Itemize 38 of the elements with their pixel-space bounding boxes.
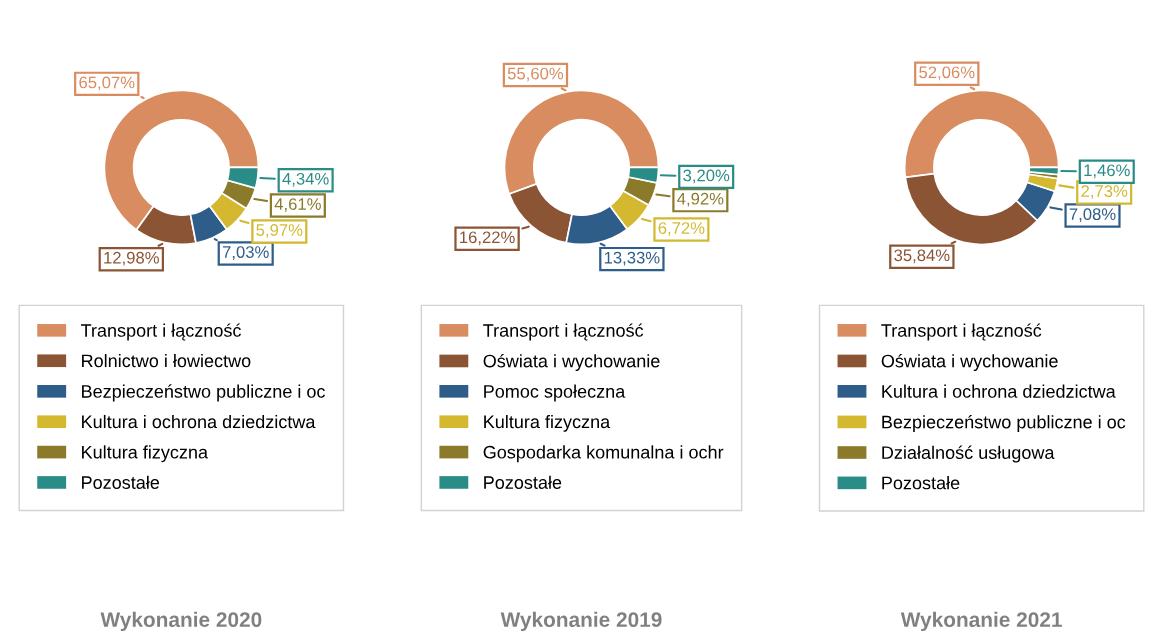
legend-label: Bezpieczeństwo publiczne i oc <box>82 384 325 402</box>
data-label: 3,20% <box>683 169 730 184</box>
data-label: 52,06% <box>919 66 975 81</box>
legend-label: Rolnictwo i łowiectwo <box>82 353 251 368</box>
data-label: 2,73% <box>1081 185 1128 199</box>
legend-label: Transport i łączność <box>483 323 644 341</box>
legend-label: Gospodarka komunalna i ochr <box>483 445 724 463</box>
text: Wykonanie 2021 <box>900 611 1062 632</box>
data-label: 55,60% <box>507 67 564 82</box>
legend-label: Bezpieczeństwo publiczne i oc <box>882 414 1126 432</box>
legend-label: Oświata i wychowanie <box>483 353 660 372</box>
data-label: 5,97% <box>256 224 303 238</box>
text: Wykonanie 2019 <box>500 611 662 632</box>
data-label: 7,08% <box>1069 208 1116 222</box>
legend-label: Oświata i wychowanie <box>881 353 1058 372</box>
text: Wykonanie 2020 <box>100 611 262 632</box>
legend-label: Pozostałe <box>882 476 960 490</box>
data-label: 7,03% <box>222 246 269 260</box>
legend-label: Kultura i ochrona dziedzictwa <box>882 384 1116 398</box>
data-label: 13,33% <box>604 251 660 266</box>
legend-label: Pozostałe <box>82 475 160 489</box>
legend-label: Transport i łączność <box>881 323 1042 341</box>
data-label: 35,84% <box>894 249 950 264</box>
legend-label: Kultura fizyczna <box>82 445 209 463</box>
data-label: 16,22% <box>460 231 515 246</box>
data-label: 6,72% <box>658 222 705 236</box>
data-label: 12,98% <box>104 251 159 266</box>
legend-label: Pomoc społeczna <box>484 384 626 402</box>
legend-label: Kultura i ochrona dziedzictwa <box>82 414 316 429</box>
data-label: 4,34% <box>282 172 329 187</box>
data-label: 4,92% <box>677 192 724 207</box>
data-label: 1,46% <box>1084 164 1130 179</box>
legend-label: Kultura fizyczna <box>484 414 611 432</box>
legend-label: Działalność usługowa <box>882 445 1055 463</box>
legend-label: Pozostałe <box>484 475 562 489</box>
data-label: 65,07% <box>79 76 135 91</box>
legend-label: Transport i łączność <box>80 323 241 341</box>
data-label: 4,61% <box>274 198 321 212</box>
